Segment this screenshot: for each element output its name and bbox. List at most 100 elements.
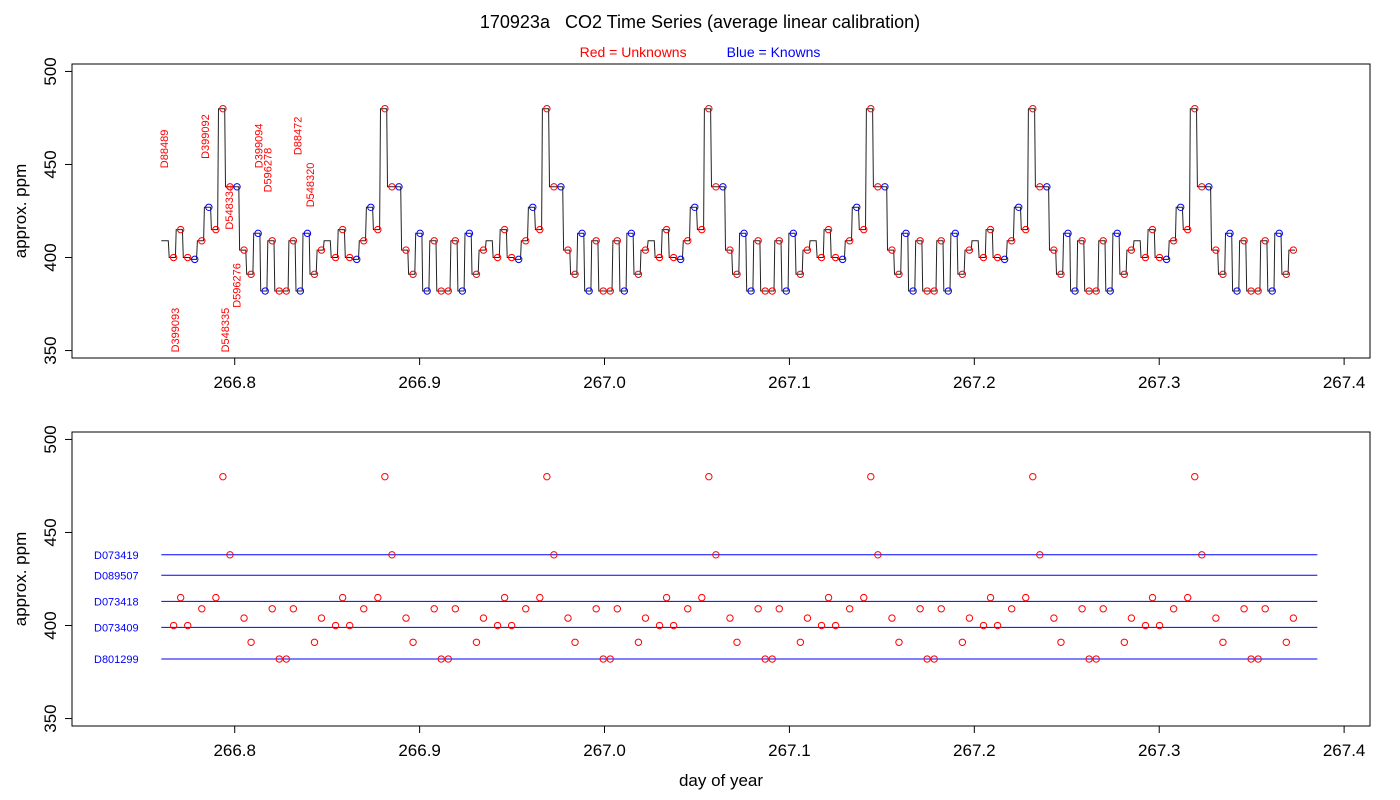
- unknown-point: [662, 225, 671, 234]
- unknown-point: [606, 287, 614, 295]
- known-point: [296, 287, 305, 295]
- unknown-point: [1007, 605, 1016, 613]
- unknown-point: [282, 287, 291, 295]
- unknown-point: [824, 225, 833, 234]
- known-point: [909, 287, 917, 295]
- unknown-point: [712, 183, 720, 191]
- unknown-point: [571, 638, 579, 646]
- known-point: [395, 183, 403, 191]
- unknown-point: [212, 593, 220, 602]
- unknown-point: [402, 246, 410, 254]
- unknown-point: [923, 287, 931, 295]
- unknown-point: [895, 638, 903, 646]
- unknown-point: [698, 593, 706, 602]
- known-point: [902, 229, 910, 238]
- annotation-label: D548335: [220, 308, 232, 353]
- co2-trace: [161, 108, 1296, 292]
- bottom-panel-xtick-label: 267.3: [1138, 741, 1181, 760]
- unknown-point: [184, 621, 192, 630]
- unknown-point: [571, 270, 579, 278]
- known-point: [676, 255, 685, 264]
- unknown-point: [1155, 621, 1164, 630]
- unknown-point: [1191, 472, 1199, 481]
- unknown-point: [1022, 593, 1030, 602]
- unknown-point: [1050, 614, 1058, 622]
- unknown-point: [768, 287, 776, 295]
- unknown-point: [1240, 605, 1248, 613]
- unknown-point: [831, 253, 840, 262]
- unknown-point: [965, 246, 974, 254]
- known-point: [789, 229, 798, 238]
- unknown-point: [655, 253, 664, 262]
- unknown-point: [472, 638, 481, 646]
- unknown-point: [613, 605, 621, 613]
- unknown-point: [1057, 270, 1065, 278]
- unknown-point: [592, 605, 600, 613]
- known-point: [1226, 229, 1234, 238]
- unknown-point: [874, 183, 882, 191]
- known-point: [838, 255, 847, 264]
- unknown-point: [662, 593, 671, 602]
- unknown-point: [374, 225, 382, 234]
- top-panel-xtick-label: 266.8: [213, 373, 256, 392]
- unknown-point: [479, 246, 488, 254]
- unknown-point: [1120, 270, 1129, 278]
- known-point: [261, 287, 269, 295]
- known-point: [1106, 287, 1114, 295]
- reference-line-label: D073419: [94, 550, 139, 562]
- top-panel-frame: [71, 63, 1371, 359]
- bottom-panel-ylabel: approx. ppm: [11, 532, 30, 627]
- unknown-point: [493, 253, 502, 262]
- unknown-point: [1219, 270, 1227, 278]
- known-point: [719, 183, 727, 191]
- bottom-panel-xtick-label: 267.1: [768, 741, 811, 760]
- unknown-point: [937, 237, 945, 245]
- unknown-point: [1184, 593, 1192, 602]
- reference-line-label: D073418: [94, 596, 139, 608]
- unknown-point: [979, 253, 988, 262]
- unknown-point: [1007, 237, 1016, 245]
- unknown-point: [669, 253, 678, 262]
- unknown-point: [634, 270, 643, 278]
- known-point: [747, 287, 755, 295]
- known-point: [740, 229, 748, 238]
- unknown-point: [360, 605, 368, 613]
- unknown-point: [268, 237, 276, 245]
- unknown-point: [888, 246, 896, 254]
- unknown-point: [1085, 655, 1093, 663]
- bottom-panel-ytick-label: 500: [41, 425, 60, 453]
- unknown-point: [867, 472, 875, 481]
- unknown-point: [536, 593, 544, 602]
- unknown-point: [331, 253, 340, 262]
- unknown-point: [796, 270, 805, 278]
- known-point: [944, 287, 952, 295]
- legend-knowns: Blue = Knowns: [726, 44, 821, 60]
- unknown-point: [1212, 614, 1220, 622]
- top-panel: 266.8 266.9 267.0 267.1 267.2 267.3 267.4 350 40…: [11, 57, 1371, 392]
- unknown-point: [176, 225, 185, 234]
- unknown-point: [1099, 605, 1107, 613]
- bottom-panel-xtick-label: 267.0: [583, 741, 626, 760]
- unknown-point: [634, 638, 643, 646]
- unknown-point: [226, 551, 234, 559]
- unknown-point: [986, 593, 995, 602]
- unknown-point: [705, 104, 713, 113]
- bottom-panel-ytick-label: 350: [41, 704, 60, 732]
- unknown-point: [845, 605, 854, 613]
- known-point: [627, 229, 636, 238]
- annotation-label: D88472: [292, 117, 304, 156]
- known-point: [1015, 203, 1023, 211]
- unknown-point: [775, 237, 783, 245]
- unknown-point: [564, 614, 572, 622]
- unknown-point: [803, 614, 812, 622]
- known-point: [1113, 229, 1121, 238]
- unknown-point: [240, 246, 248, 254]
- unknown-point: [1148, 593, 1157, 602]
- known-point: [1205, 183, 1213, 191]
- known-point: [191, 255, 199, 264]
- known-point: [254, 229, 262, 238]
- unknown-point: [226, 183, 234, 191]
- bottom-panel-ytick-label: 450: [41, 518, 60, 546]
- unknown-point: [247, 638, 255, 646]
- bottom-panel-xtick-label: 267.4: [1323, 741, 1366, 760]
